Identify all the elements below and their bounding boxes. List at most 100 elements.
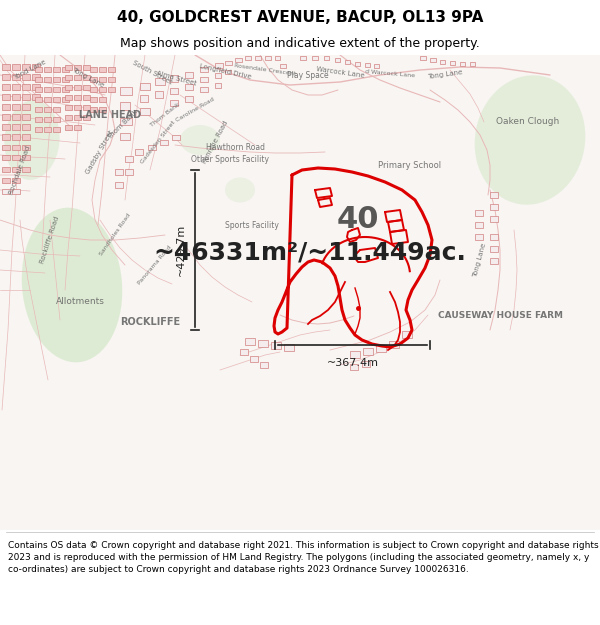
Bar xyxy=(2,74,10,80)
Bar xyxy=(125,156,133,162)
Bar xyxy=(140,83,150,90)
Bar xyxy=(271,342,281,349)
Bar xyxy=(490,258,498,264)
Bar xyxy=(215,63,223,68)
Text: Rosendale Crescent: Rosendale Crescent xyxy=(234,63,296,77)
Text: ~367.4m: ~367.4m xyxy=(326,358,379,368)
Bar xyxy=(260,362,268,368)
Bar xyxy=(450,61,455,65)
Bar xyxy=(420,56,426,60)
Bar xyxy=(74,85,81,90)
Bar xyxy=(475,234,483,240)
Bar xyxy=(155,91,163,98)
Bar xyxy=(65,65,72,70)
Bar xyxy=(35,117,42,122)
Bar xyxy=(215,83,221,88)
Bar xyxy=(185,72,193,78)
Text: ~46331m²/~11.449ac.: ~46331m²/~11.449ac. xyxy=(154,240,466,264)
Bar xyxy=(140,95,148,102)
Bar xyxy=(108,67,115,72)
Bar xyxy=(90,67,97,72)
Text: Play Space: Play Space xyxy=(287,71,329,79)
Bar xyxy=(74,125,81,130)
Text: Rockliffe Road: Rockliffe Road xyxy=(40,216,61,264)
Bar xyxy=(90,77,97,82)
Bar xyxy=(74,95,81,100)
Bar xyxy=(245,338,255,345)
Ellipse shape xyxy=(180,125,220,155)
Bar xyxy=(2,189,10,194)
Text: CAUSEWAY HOUSE FARM: CAUSEWAY HOUSE FARM xyxy=(437,311,563,319)
Bar xyxy=(65,125,72,130)
Bar xyxy=(22,94,30,100)
Text: Thom Bank: Thom Bank xyxy=(107,109,139,141)
Bar xyxy=(240,349,248,355)
Text: Sports Facility: Sports Facility xyxy=(225,221,279,229)
Text: Longfield Drive: Longfield Drive xyxy=(199,64,251,81)
Bar xyxy=(62,87,69,92)
Text: Contains OS data © Crown copyright and database right 2021. This information is : Contains OS data © Crown copyright and d… xyxy=(8,541,598,574)
Bar xyxy=(374,64,379,68)
Bar xyxy=(12,189,20,194)
Bar xyxy=(2,114,10,120)
Bar xyxy=(284,344,294,351)
Bar xyxy=(155,78,165,85)
Bar xyxy=(376,345,386,352)
Text: Gadsby Street: Gadsby Street xyxy=(85,129,115,175)
Bar xyxy=(490,192,498,198)
Bar xyxy=(22,74,30,80)
Text: Caroline Road: Caroline Road xyxy=(175,97,215,123)
Bar xyxy=(99,67,106,72)
Text: Hawthorn Road: Hawthorn Road xyxy=(205,144,265,152)
Bar xyxy=(65,75,72,80)
Bar xyxy=(335,58,340,62)
Bar xyxy=(170,88,178,94)
Bar xyxy=(258,340,268,347)
Bar xyxy=(99,77,106,82)
Text: d Warcock Lane: d Warcock Lane xyxy=(365,69,415,79)
Bar xyxy=(490,204,498,210)
Bar xyxy=(490,246,498,252)
Text: Pennine Road: Pennine Road xyxy=(201,119,229,164)
Bar xyxy=(185,84,193,90)
Bar xyxy=(35,67,42,72)
Bar xyxy=(115,182,123,188)
Bar xyxy=(475,222,483,228)
Bar xyxy=(22,114,30,120)
Bar xyxy=(44,67,51,72)
Bar xyxy=(62,77,69,82)
Bar xyxy=(32,74,40,80)
Bar xyxy=(170,75,178,82)
Bar xyxy=(2,104,10,110)
Bar xyxy=(490,234,498,240)
Bar xyxy=(12,74,20,80)
Bar xyxy=(125,169,133,175)
Bar xyxy=(250,356,258,362)
Ellipse shape xyxy=(22,208,122,362)
Bar xyxy=(44,127,51,132)
Text: Allotments: Allotments xyxy=(56,298,104,306)
Text: Gadesden Street: Gadesden Street xyxy=(140,119,176,164)
Bar xyxy=(2,64,10,70)
Bar xyxy=(65,95,72,100)
Bar xyxy=(12,114,20,120)
Bar xyxy=(53,107,60,112)
Ellipse shape xyxy=(475,75,586,205)
Text: LANE HEAD: LANE HEAD xyxy=(79,110,141,120)
Text: Map shows position and indicative extent of the property.: Map shows position and indicative extent… xyxy=(120,38,480,51)
Text: Tong Lane: Tong Lane xyxy=(71,67,105,89)
Bar xyxy=(160,140,168,145)
Text: Warcock Lane: Warcock Lane xyxy=(316,66,364,78)
Bar xyxy=(200,87,208,92)
Text: Primary School: Primary School xyxy=(379,161,442,169)
Bar xyxy=(53,77,60,82)
Bar xyxy=(108,87,115,92)
Bar xyxy=(2,84,10,90)
Bar xyxy=(135,149,143,155)
Bar xyxy=(475,210,483,216)
Bar xyxy=(35,87,42,92)
Bar xyxy=(65,115,72,120)
Bar xyxy=(83,65,90,70)
Bar xyxy=(44,87,51,92)
Bar xyxy=(363,348,373,355)
